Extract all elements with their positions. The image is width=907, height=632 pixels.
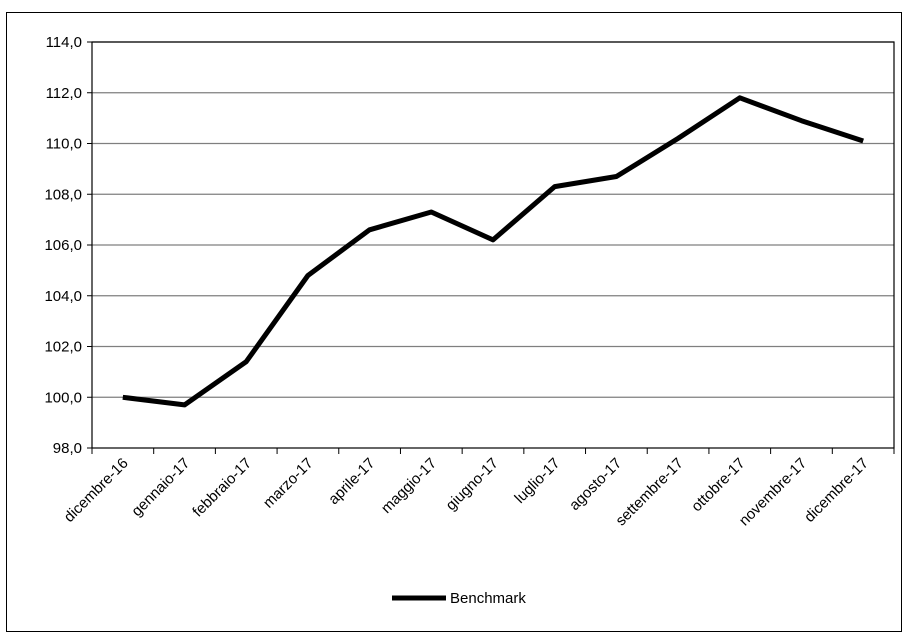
x-tick-label: maggio-17 (378, 455, 440, 517)
y-tick-label: 104,0 (44, 288, 82, 305)
y-tick-label: 100,0 (44, 389, 82, 406)
y-tick-label: 108,0 (44, 186, 82, 203)
x-tick-label: agosto-17 (566, 455, 625, 514)
x-tick-label: dicembre-17 (801, 455, 872, 526)
x-tick-label: dicembre-16 (61, 455, 132, 526)
y-tick-label: 112,0 (46, 85, 82, 102)
y-tick-labels: 98,0 100,0 102,0 104,0 106,0 108,0 110,0 112,0 1… (44, 34, 82, 457)
legend-label: Benchmark (450, 590, 526, 607)
y-tick-label: 114,0 (46, 34, 82, 51)
x-tick-label: aprile-17 (325, 455, 378, 508)
y-tick-label: 98,0 (53, 440, 82, 457)
x-tick-label: marzo-17 (260, 455, 317, 512)
x-tick-label: gennaio-17 (128, 455, 193, 520)
y-tick-label: 106,0 (44, 237, 82, 254)
x-tick-label: luglio-17 (511, 455, 563, 507)
x-tick-label: ottobre-17 (688, 455, 748, 515)
axes (87, 42, 894, 454)
legend: Benchmark (392, 590, 526, 607)
y-tick-label: 110,0 (46, 136, 82, 153)
x-tick-label: giugno-17 (443, 455, 502, 514)
y-tick-label: 102,0 (44, 339, 82, 356)
x-tick-label: febbraio-17 (189, 455, 255, 521)
gridlines (92, 42, 894, 397)
